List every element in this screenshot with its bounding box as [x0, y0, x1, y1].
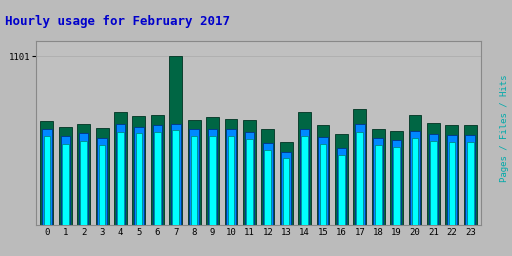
Bar	[189, 129, 199, 225]
Bar	[263, 143, 272, 225]
Bar	[97, 138, 107, 225]
Bar	[373, 138, 383, 225]
Bar	[280, 142, 293, 225]
Bar	[318, 137, 328, 225]
Bar	[228, 136, 234, 225]
Bar	[265, 150, 271, 225]
Bar	[243, 120, 256, 225]
Bar	[96, 128, 109, 225]
Bar	[355, 124, 365, 225]
Bar	[282, 152, 291, 225]
Bar	[316, 125, 329, 225]
Bar	[353, 109, 366, 225]
Bar	[298, 112, 311, 225]
Bar	[467, 142, 474, 225]
Bar	[208, 129, 217, 225]
Bar	[409, 115, 421, 225]
Bar	[206, 117, 219, 225]
Bar	[114, 112, 127, 225]
Bar	[245, 132, 254, 225]
Text: Pages / Files / Hits: Pages / Files / Hits	[500, 74, 509, 182]
Bar	[191, 136, 198, 225]
Bar	[169, 56, 182, 225]
Bar	[136, 133, 142, 225]
Bar	[79, 133, 89, 225]
Bar	[246, 139, 252, 225]
Bar	[429, 134, 438, 225]
Bar	[301, 136, 308, 225]
Bar	[188, 120, 201, 225]
Bar	[445, 125, 458, 225]
Bar	[62, 144, 69, 225]
Bar	[59, 127, 72, 225]
Bar	[356, 132, 363, 225]
Bar	[77, 124, 90, 225]
Bar	[390, 131, 403, 225]
Bar	[153, 125, 162, 225]
Bar	[99, 145, 105, 225]
Bar	[464, 125, 477, 225]
Bar	[44, 136, 50, 225]
Bar	[335, 134, 348, 225]
Bar	[300, 129, 309, 225]
Bar	[80, 141, 87, 225]
Bar	[42, 129, 52, 225]
Bar	[173, 130, 179, 225]
Bar	[134, 127, 144, 225]
Bar	[393, 147, 400, 225]
Bar	[116, 124, 125, 225]
Bar	[430, 141, 437, 225]
Bar	[447, 135, 457, 225]
Bar	[133, 116, 145, 225]
Bar	[209, 136, 216, 225]
Bar	[319, 144, 326, 225]
Bar	[283, 158, 289, 225]
Text: Hourly usage for February 2017: Hourly usage for February 2017	[5, 15, 230, 28]
Bar	[40, 121, 53, 225]
Bar	[338, 155, 345, 225]
Bar	[60, 136, 70, 225]
Bar	[412, 138, 418, 225]
Bar	[392, 140, 401, 225]
Bar	[372, 129, 385, 225]
Bar	[449, 142, 455, 225]
Bar	[375, 145, 381, 225]
Bar	[151, 115, 164, 225]
Bar	[261, 129, 274, 225]
Bar	[427, 123, 440, 225]
Bar	[224, 119, 238, 225]
Bar	[410, 131, 420, 225]
Bar	[465, 135, 475, 225]
Bar	[336, 148, 346, 225]
Bar	[171, 124, 181, 225]
Bar	[154, 132, 161, 225]
Bar	[117, 132, 124, 225]
Bar	[226, 129, 236, 225]
